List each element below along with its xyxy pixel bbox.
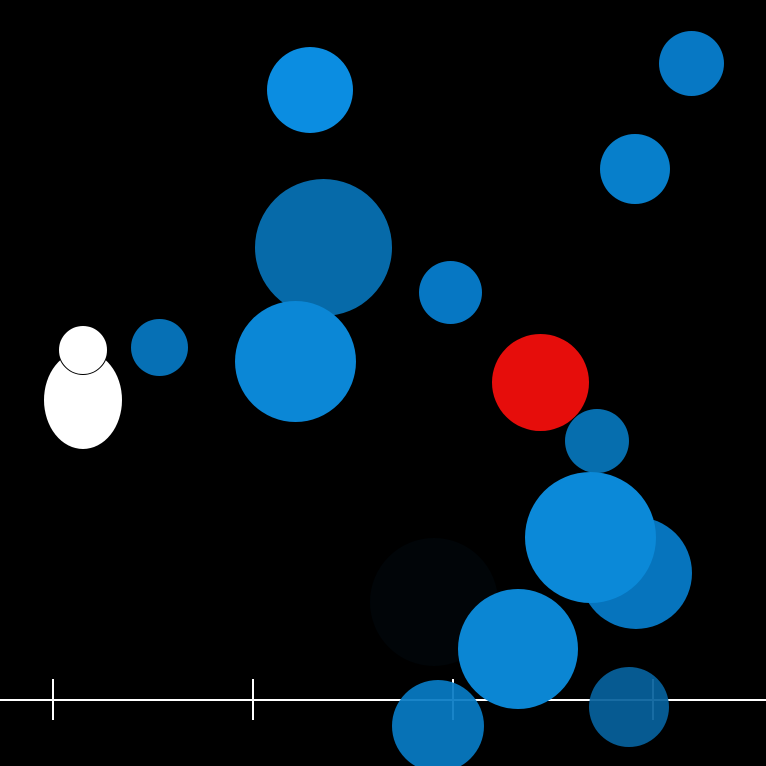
blue-bubble: [235, 301, 356, 422]
blue-bubble: [659, 31, 724, 96]
blue-bubble: [392, 680, 484, 766]
blue-bubble: [419, 261, 482, 324]
ground-tick: [52, 679, 54, 720]
blue-bubble: [565, 409, 629, 473]
blue-bubble: [525, 472, 656, 603]
blue-bubble: [267, 47, 353, 133]
blue-bubble: [458, 589, 578, 709]
player-head[interactable]: [58, 325, 108, 375]
blue-bubble: [589, 667, 669, 747]
blue-bubble: [255, 179, 392, 316]
ground-tick: [252, 679, 254, 720]
blue-bubble: [600, 134, 670, 204]
blue-bubble: [131, 319, 188, 376]
red-target-bubble[interactable]: [492, 334, 589, 431]
